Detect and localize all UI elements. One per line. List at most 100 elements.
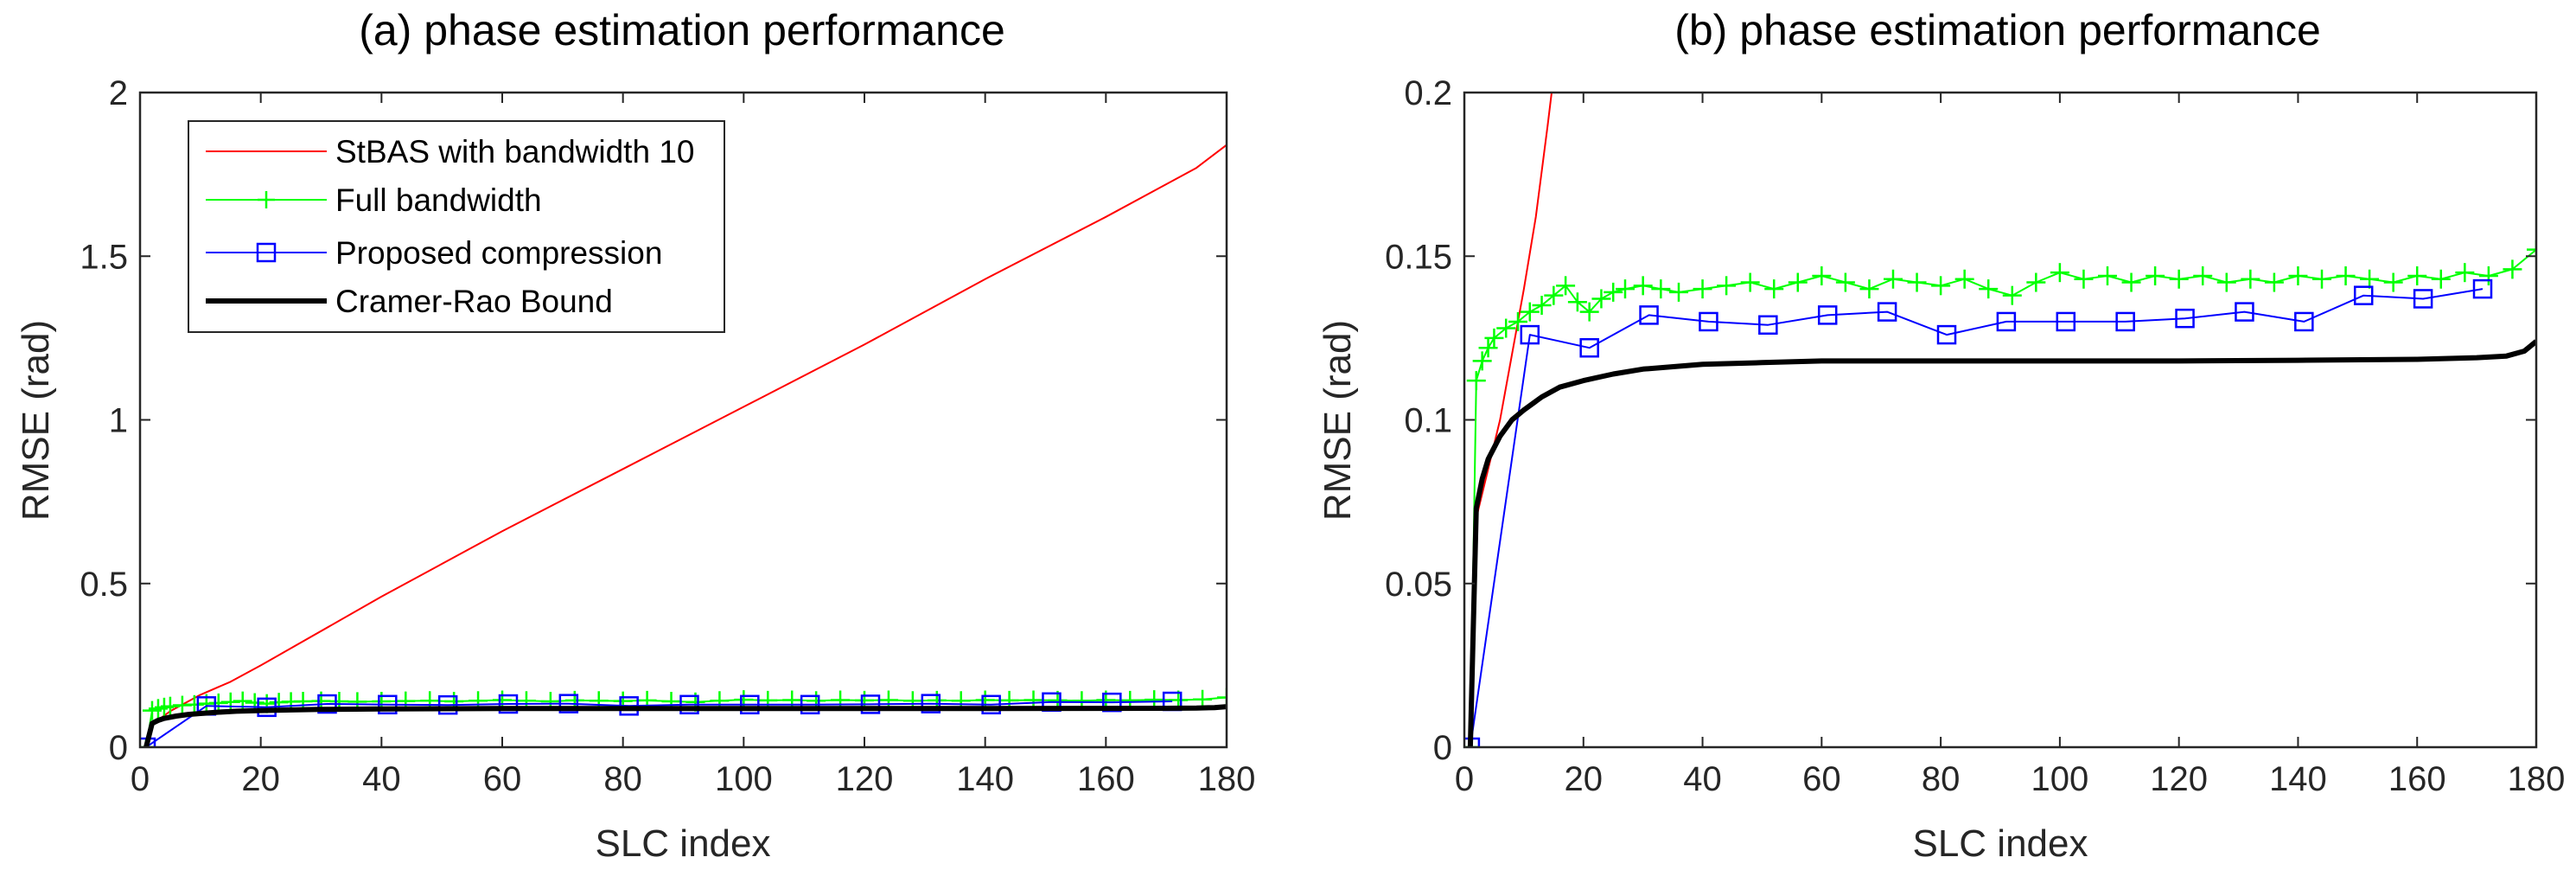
chart-a-xtick-label: 80 xyxy=(603,760,642,798)
chart-b: (b) phase estimation performance 0 20 40 60… xyxy=(1317,6,2565,865)
chart-b-xtick-label: 80 xyxy=(1922,760,1961,798)
chart-b-point-plus xyxy=(2407,265,2427,285)
chart-a-ytick-label: 0.5 xyxy=(80,566,128,604)
chart-a-ylabel: RMSE (rad) xyxy=(15,320,57,521)
chart-b-xtick-label: 160 xyxy=(2388,760,2446,798)
chart-b-point-plus xyxy=(2121,272,2141,292)
legend-box xyxy=(188,120,725,333)
chart-b-point-plus xyxy=(1859,279,1879,299)
chart-b-point-plus xyxy=(1604,282,1623,302)
chart-a-xtick-label: 20 xyxy=(241,760,280,798)
chart-a-xtick-label: 100 xyxy=(715,760,773,798)
chart-b-point-plus xyxy=(2312,269,2331,289)
chart-b-point-square xyxy=(2115,311,2135,332)
legend-marker-plus xyxy=(258,191,275,208)
chart-a-xtick-label: 120 xyxy=(836,760,894,798)
chart-b-point-plus xyxy=(2193,265,2213,285)
chart-b-point-plus xyxy=(2002,285,2022,305)
chart-b-point-plus xyxy=(1931,276,1951,296)
chart-a-point-square xyxy=(437,694,458,715)
chart-b-xtick-label: 40 xyxy=(1683,760,1722,798)
chart-b-markers-proposed-compression xyxy=(1464,278,2493,747)
chart-b-ytick-label: 0.15 xyxy=(1385,238,1452,276)
chart-b-point-square xyxy=(1936,324,1957,345)
chart-a-point-square xyxy=(860,694,881,714)
chart-b-xtick-label: 180 xyxy=(2508,760,2566,798)
chart-a-point-square xyxy=(740,694,760,715)
chart-b-point-square xyxy=(1579,337,1599,358)
chart-b-point-square xyxy=(1758,315,1778,335)
chart-b-point-plus xyxy=(2336,265,2356,285)
chart-b-point-plus xyxy=(1907,272,1927,292)
chart-b-point-plus xyxy=(2169,269,2189,289)
chart-b-point-plus xyxy=(1466,371,1486,391)
chart-b-xtick-label: 60 xyxy=(1802,760,1841,798)
chart-b-point-plus xyxy=(1954,269,1974,289)
chart-b-point-plus xyxy=(1812,265,1832,285)
chart-b-series-full-bandwidth xyxy=(1469,248,2536,747)
chart-b-series-cramer-rao-bound xyxy=(1467,339,2536,747)
chart-b-ytick-label: 0.2 xyxy=(1404,74,1452,112)
chart-b-point-plus xyxy=(1567,292,1587,312)
chart-a-xtick-label: 60 xyxy=(483,760,522,798)
chart-b-series-proposed-compression xyxy=(1469,288,2484,747)
chart-b-series-stbas-with-bandwidth-10 xyxy=(1469,93,1553,747)
chart-b-point-square xyxy=(2235,302,2254,322)
chart-b-point-plus xyxy=(1556,276,1576,296)
chart-a-xtick-label: 0 xyxy=(131,760,150,798)
chart-a-ytick-label: 0 xyxy=(109,729,128,767)
chart-a-xtick-label: 160 xyxy=(1077,760,1135,798)
chart-b-point-plus xyxy=(1579,302,1599,322)
chart-b-title: (b) phase estimation performance xyxy=(1674,6,2321,54)
chart-b-point-plus xyxy=(2026,272,2046,292)
chart-b-point-plus xyxy=(1979,279,1999,299)
chart-b-point-square xyxy=(1817,305,1838,325)
chart-a-xtick-label: 140 xyxy=(956,760,1014,798)
chart-b-xtick-label: 0 xyxy=(1455,760,1474,798)
chart-b-xtick-label: 140 xyxy=(2269,760,2327,798)
chart-b-point-plus xyxy=(1532,296,1552,316)
chart-a-point-square xyxy=(498,694,519,714)
chart-b-point-plus xyxy=(2050,263,2069,283)
chart-a-title: (a) phase estimation performance xyxy=(359,6,1005,54)
chart-b-point-plus xyxy=(2264,272,2284,292)
chart-a-ytick-label: 1 xyxy=(109,402,128,440)
chart-b-point-square xyxy=(1996,311,2017,332)
chart-a-point-square xyxy=(378,694,398,715)
chart-a-point-plus xyxy=(1217,688,1227,707)
chart-b-point-square xyxy=(2175,308,2195,329)
chart-a-point-square xyxy=(317,694,337,714)
chart-b-ytick-label: 0.1 xyxy=(1404,402,1452,440)
chart-a-point-square xyxy=(921,694,941,713)
chart-b-point-square xyxy=(1520,324,1540,345)
chart-b-xtick-label: 20 xyxy=(1565,760,1604,798)
chart-b-point-square xyxy=(2413,289,2433,309)
chart-b-point-plus xyxy=(1616,279,1635,299)
legend-label-proposed: Proposed compression xyxy=(335,235,662,271)
chart-b-point-plus xyxy=(2503,259,2522,279)
chart-b-point-square xyxy=(2472,278,2493,299)
chart-b-point-square xyxy=(1639,305,1659,325)
chart-a-ytick-label: 2 xyxy=(109,74,128,112)
chart-b-point-plus xyxy=(2455,263,2475,283)
legend-label-crb: Cramer-Rao Bound xyxy=(335,284,613,319)
chart-a-point-square xyxy=(558,694,579,713)
chart-b-point-plus xyxy=(2527,240,2536,259)
chart-b-point-plus xyxy=(2216,272,2236,292)
chart-b-ytick-label: 0.05 xyxy=(1385,566,1452,604)
chart-b-point-plus xyxy=(1669,282,1688,302)
chart-b-frame xyxy=(1463,91,2538,749)
chart-a-point-square xyxy=(257,697,277,718)
chart-a-xlabel: SLC index xyxy=(595,822,770,865)
chart-b-point-square xyxy=(2294,311,2314,332)
chart-b-ytick-label: 0 xyxy=(1433,729,1452,767)
chart-b-point-plus xyxy=(2288,265,2308,285)
chart-b-point-plus xyxy=(1717,276,1737,296)
legend-label-stbas: StBAS with bandwidth 10 xyxy=(335,134,694,170)
chart-b-point-plus xyxy=(1484,328,1504,348)
chart-b-point-square xyxy=(1699,311,1718,332)
chart-b-point-plus xyxy=(1764,279,1784,299)
chart-b-markers-full-bandwidth xyxy=(1464,240,2536,747)
chart-a-legend: StBAS with bandwidth 10 Full bandwidth P… xyxy=(188,120,725,333)
chart-b-point-plus xyxy=(2360,269,2380,289)
